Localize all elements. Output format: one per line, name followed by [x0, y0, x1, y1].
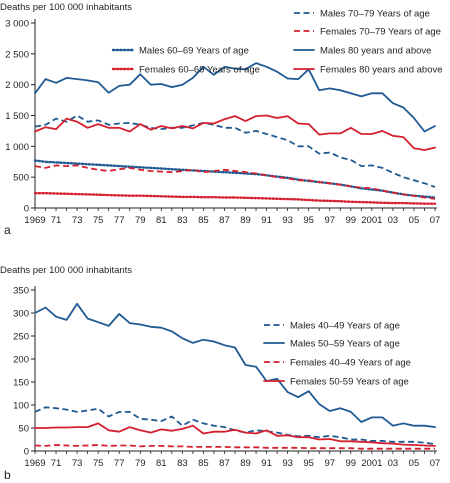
y-tick-label: 350 — [13, 286, 29, 297]
legend-label: Females 60–69 Years of age — [139, 65, 260, 76]
series-line-1 — [34, 406, 436, 445]
series-line-3 — [34, 114, 436, 188]
series-line-2 — [34, 302, 436, 429]
x-tick-label: 91 — [261, 215, 272, 226]
series-line-5 — [34, 62, 436, 133]
y-tick-label: 150 — [13, 378, 29, 389]
x-tick-label: 05 — [409, 215, 420, 226]
legend-label: Females 50-59 Years of age — [290, 377, 409, 388]
x-tick-label: 93 — [282, 215, 293, 226]
y-tick-label: 2 000 — [5, 80, 29, 91]
x-tick-label: 71 — [51, 215, 62, 226]
legend-label: Females 40–49 Years of age — [290, 358, 411, 369]
series-line-3 — [34, 444, 435, 450]
y-tick-label: 300 — [13, 309, 29, 320]
y-tick-label: 1 000 — [5, 142, 29, 153]
x-tick-label: 95 — [303, 215, 314, 226]
legend-label: Females 70–79 Years of age — [320, 27, 441, 38]
x-tick-label: 97 — [324, 458, 335, 469]
x-tick-label: 91 — [261, 458, 272, 469]
series-line-4 — [34, 164, 436, 200]
x-tick-label: 81 — [156, 215, 167, 226]
x-tick-label: 95 — [303, 458, 314, 469]
x-tick-label: 05 — [409, 458, 420, 469]
series-line-1 — [33, 159, 437, 199]
legend-label: Females 80 years and above — [320, 65, 443, 76]
legend-label: Males 80 years and above — [320, 46, 431, 57]
x-tick-label: 83 — [177, 458, 188, 469]
series-line-6 — [34, 114, 436, 151]
x-tick-label: 03 — [388, 215, 399, 226]
x-tick-label: 97 — [324, 215, 335, 226]
x-tick-label: 99 — [346, 215, 357, 226]
x-tick-label: 81 — [156, 458, 167, 469]
x-tick-label: 2001 — [361, 458, 382, 469]
chart-panel-a: Deaths per 100 000 inhabitants 0 500 1 000 1… — [0, 2, 443, 237]
legend-label: Males 70–79 Years of age — [320, 9, 430, 20]
y-tick-label: 100 — [13, 401, 29, 412]
y-axis-title: Deaths per 100 000 inhabitants — [0, 2, 132, 13]
y-tick-label: 200 — [13, 355, 29, 366]
y-tick-label: 2 500 — [5, 49, 29, 60]
legend-label: Males 50–59 Years of age — [290, 339, 400, 350]
y-axis-title: Deaths per 100 000 inhabitants — [0, 265, 132, 276]
x-tick-label: 79 — [135, 215, 146, 226]
x-tick-label: 73 — [72, 458, 83, 469]
x-tick-label: 1969 — [24, 458, 45, 469]
x-tick-label: 85 — [198, 215, 209, 226]
x-tick-label: 87 — [219, 215, 230, 226]
x-tick-label: 71 — [51, 458, 62, 469]
panel-label: a — [4, 223, 11, 237]
chart-panel-b: Deaths per 100 000 inhabitants0501001502… — [0, 265, 440, 482]
x-tick-label: 73 — [72, 215, 83, 226]
x-tick-label: 89 — [240, 215, 251, 226]
x-tick-label: 77 — [114, 458, 125, 469]
x-tick-label: 79 — [135, 458, 146, 469]
x-tick-label: 85 — [198, 458, 209, 469]
x-tick-label: 75 — [93, 458, 104, 469]
y-tick-label: 0 — [24, 447, 29, 458]
legend-label: Males 40–49 Years of age — [290, 321, 400, 332]
y-tick-label: 1 500 — [5, 111, 29, 122]
y-tick-label: 500 — [13, 173, 29, 184]
y-tick-label: 3 000 — [5, 19, 29, 30]
x-tick-label: 03 — [388, 458, 399, 469]
panel-label: b — [4, 468, 11, 482]
x-tick-label: 75 — [93, 215, 104, 226]
series-line-2 — [33, 191, 437, 205]
legend-label: Males 60–69 Years of age — [139, 46, 249, 57]
x-tick-label: 83 — [177, 215, 188, 226]
x-tick-label: 89 — [240, 458, 251, 469]
x-tick-label: 07 — [430, 458, 441, 469]
y-tick-label: 250 — [13, 332, 29, 343]
x-tick-label: 2001 — [361, 215, 382, 226]
y-tick-label: 0 — [24, 204, 29, 215]
y-tick-label: 50 — [18, 424, 29, 435]
x-tick-label: 93 — [282, 458, 293, 469]
series-line-4 — [34, 422, 436, 447]
x-tick-label: 99 — [346, 458, 357, 469]
x-tick-label: 87 — [219, 458, 230, 469]
x-tick-label: 07 — [430, 215, 441, 226]
x-tick-label: 1969 — [24, 215, 45, 226]
x-tick-label: 77 — [114, 215, 125, 226]
